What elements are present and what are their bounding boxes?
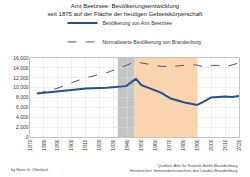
svg-text:1880: 1880: [41, 139, 47, 150]
svg-text:1920: 1920: [96, 139, 102, 150]
svg-text:Normalisierte Bevölkerung von: Normalisierte Bevölkerung von Brandenbur…: [103, 39, 202, 45]
svg-text:2000: 2000: [208, 139, 214, 150]
svg-text:1890: 1890: [54, 139, 60, 150]
svg-text:1960: 1960: [152, 139, 158, 150]
svg-text:2020: 2020: [236, 139, 242, 150]
svg-text:Bevölkerung von Amt Beetzsee: Bevölkerung von Amt Beetzsee: [103, 20, 173, 26]
svg-text:by Hans G. Oberlack: by Hans G. Oberlack: [11, 167, 48, 172]
svg-text:1950: 1950: [138, 139, 144, 150]
svg-text:4,000: 4,000: [16, 114, 29, 120]
svg-text:Quellen: Amt für Statistik Ber: Quellen: Amt für Statistik Berlin-Brande…: [130, 163, 237, 173]
svg-text:1970: 1970: [166, 139, 172, 150]
svg-text:8,000: 8,000: [16, 94, 29, 100]
svg-text:1900: 1900: [68, 139, 74, 150]
svg-text:1940: 1940: [124, 139, 130, 150]
svg-text:Amt Beetzsee: Bevölkerungsentw: Amt Beetzsee: Bevölkerungsentwicklungsei…: [48, 3, 203, 17]
svg-text:0: 0: [26, 134, 29, 140]
svg-text:1870: 1870: [27, 139, 33, 150]
svg-text:10,000: 10,000: [13, 84, 29, 90]
svg-text:1990: 1990: [194, 139, 200, 150]
svg-text:1910: 1910: [82, 139, 88, 150]
svg-text:6,000: 6,000: [16, 104, 29, 110]
svg-text:1980: 1980: [180, 139, 186, 150]
svg-text:2,000: 2,000: [16, 124, 29, 130]
svg-text:14,000: 14,000: [13, 65, 29, 71]
svg-text:1930: 1930: [110, 139, 116, 150]
svg-text:12,000: 12,000: [13, 75, 29, 81]
svg-text:2010: 2010: [222, 139, 228, 150]
svg-text:16,000: 16,000: [13, 55, 29, 61]
